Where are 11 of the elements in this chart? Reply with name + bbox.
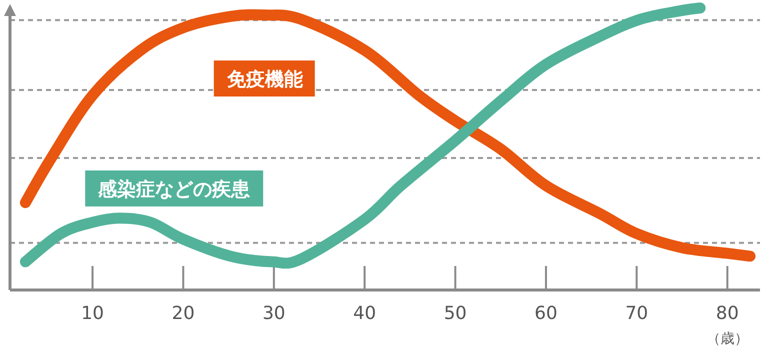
x-tick-label: 80 xyxy=(716,303,739,324)
x-tick-label: 40 xyxy=(353,303,376,324)
x-tick-label: 20 xyxy=(172,303,195,324)
x-tick-label: 10 xyxy=(81,303,104,324)
x-tick-label: 70 xyxy=(625,303,648,324)
series-label: 感染症などの疾患 xyxy=(97,178,252,200)
x-tick-label: 50 xyxy=(444,303,467,324)
text: 免疫機能 xyxy=(226,68,303,90)
x-axis-title: （歳） xyxy=(706,331,748,347)
x-tick-label: 30 xyxy=(262,303,286,324)
x-tick-label: 60 xyxy=(534,303,558,324)
